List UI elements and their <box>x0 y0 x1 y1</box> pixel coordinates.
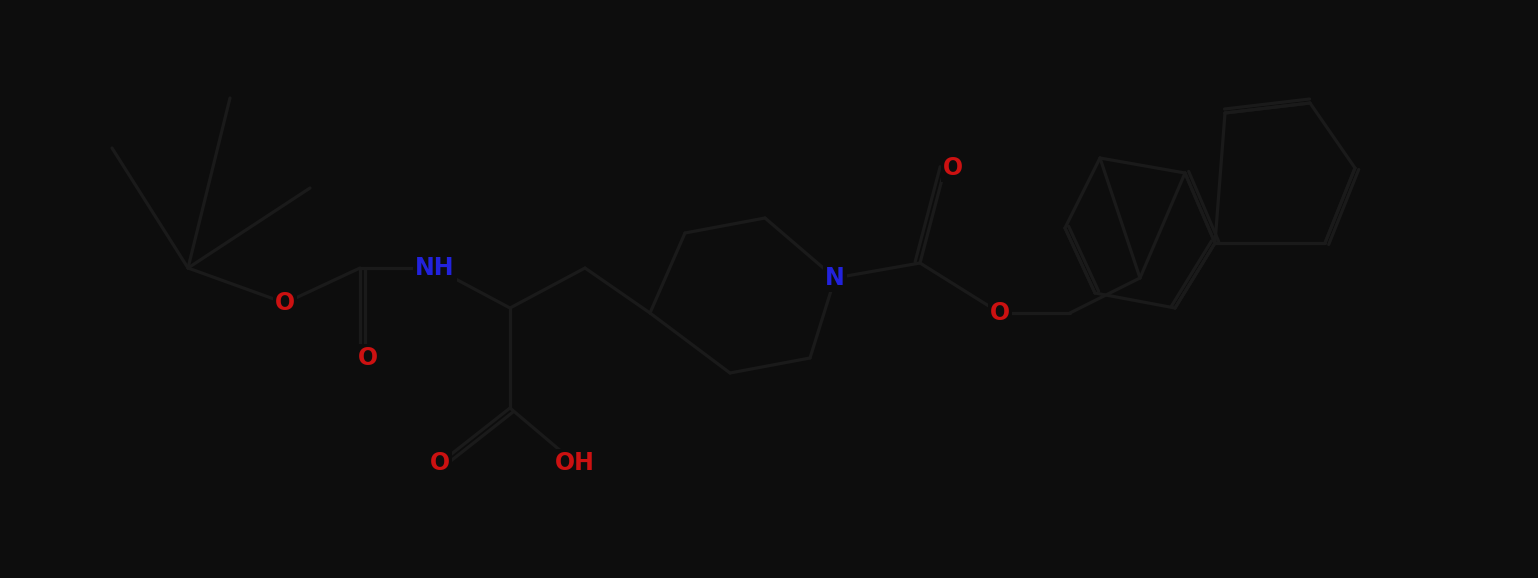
Text: NH: NH <box>415 256 455 280</box>
Text: N: N <box>824 266 844 290</box>
Text: O: O <box>990 301 1010 325</box>
Text: OH: OH <box>555 451 595 475</box>
Text: O: O <box>431 451 451 475</box>
Text: O: O <box>358 346 378 370</box>
Text: O: O <box>275 291 295 315</box>
Text: O: O <box>943 156 963 180</box>
